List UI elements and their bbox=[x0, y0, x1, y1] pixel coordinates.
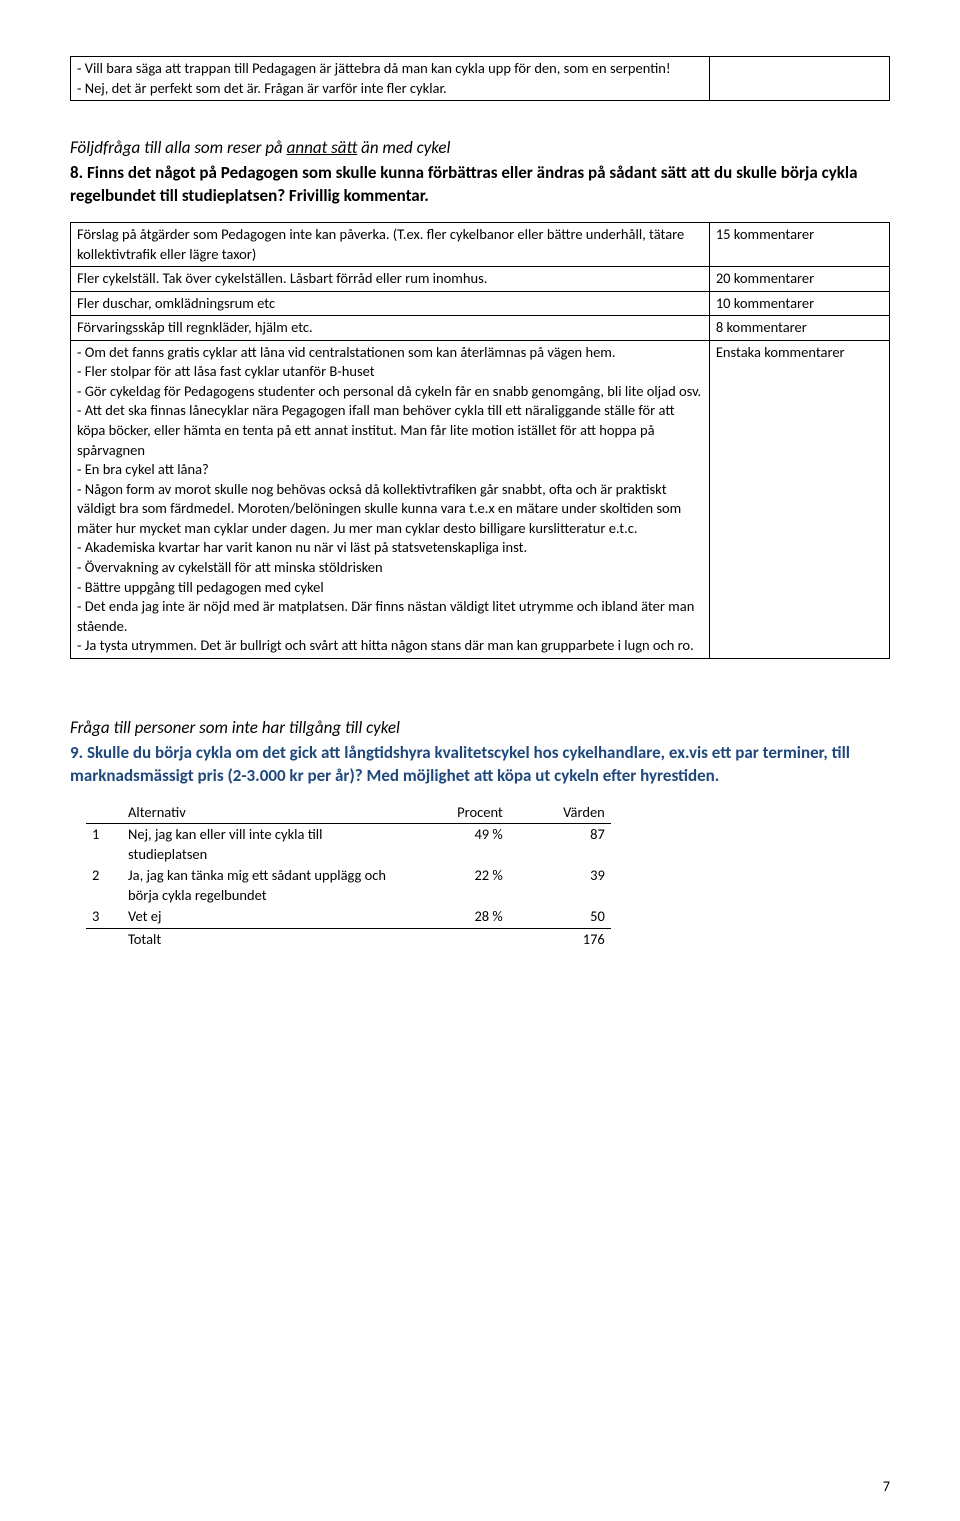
intro-table: - Vill bara säga att trappan till Pedaga… bbox=[70, 56, 890, 101]
q8-row: Förvaringsskåp till regnkläder, hjälm et… bbox=[71, 316, 890, 341]
q9-row-value: 39 bbox=[509, 865, 611, 906]
q8-row: Förslag på åtgärder som Pedagogen inte k… bbox=[71, 222, 890, 266]
q8-row: Fler cykelställ. Tak över cykelställen. … bbox=[71, 267, 890, 292]
q8-row-text: Fler duschar, omklädningsrum etc bbox=[71, 291, 710, 316]
q9-lead: Fråga till personer som inte har tillgån… bbox=[70, 717, 890, 740]
q9-row-percent: 49 % bbox=[407, 824, 509, 866]
q9-row-percent: 28 % bbox=[407, 906, 509, 928]
q8-question: 8. Finns det något på Pedagogen som skul… bbox=[70, 162, 890, 208]
q8-row-count: Enstaka kommentarer bbox=[709, 340, 889, 658]
q8-lead-text: Följdfråga till alla som reser på bbox=[70, 137, 283, 158]
q8-row-count: 8 kommentarer bbox=[709, 316, 889, 341]
q8-row: - Om det fanns gratis cyklar att låna vi… bbox=[71, 340, 890, 658]
intro-col1: - Vill bara säga att trappan till Pedaga… bbox=[71, 57, 710, 101]
q9-row-idx: 2 bbox=[86, 865, 122, 906]
q9-hdr-alt: Alternativ bbox=[122, 802, 407, 824]
intro-col2 bbox=[709, 57, 889, 101]
q8-row-count: 15 kommentarer bbox=[709, 222, 889, 266]
q9-row: 3Vet ej28 %50 bbox=[86, 906, 611, 928]
q8-row: Fler duschar, omklädningsrum etc10 komme… bbox=[71, 291, 890, 316]
q9-total-row: Totalt 176 bbox=[86, 928, 611, 950]
q8-row-count: 10 kommentarer bbox=[709, 291, 889, 316]
q8-row-text: Förslag på åtgärder som Pedagogen inte k… bbox=[71, 222, 710, 266]
q8-row-text: Fler cykelställ. Tak över cykelställen. … bbox=[71, 267, 710, 292]
q9-row-idx: 3 bbox=[86, 906, 122, 928]
q9-hdr-pc: Procent bbox=[407, 802, 509, 824]
q8-lead-underline: annat sätt bbox=[287, 137, 358, 158]
q9-row-value: 50 bbox=[509, 906, 611, 928]
q9-question: 9. Skulle du börja cykla om det gick att… bbox=[70, 742, 890, 788]
q9-results-table: Alternativ Procent Värden 1Nej, jag kan … bbox=[86, 802, 611, 951]
q8-row-count: 20 kommentarer bbox=[709, 267, 889, 292]
q8-row-text: - Om det fanns gratis cyklar att låna vi… bbox=[71, 340, 710, 658]
q9-row-percent: 22 % bbox=[407, 865, 509, 906]
q9-header-row: Alternativ Procent Värden bbox=[86, 802, 611, 824]
q9-row: 2Ja, jag kan tänka mig ett sådant uppläg… bbox=[86, 865, 611, 906]
q9-row: 1Nej, jag kan eller vill inte cykla till… bbox=[86, 824, 611, 866]
q8-lead-tail: än med cykel bbox=[357, 137, 450, 158]
q9-total-lbl: Totalt bbox=[122, 928, 407, 950]
q8-table: Förslag på åtgärder som Pedagogen inte k… bbox=[70, 222, 890, 659]
q9-row-label: Nej, jag kan eller vill inte cykla till … bbox=[122, 824, 407, 866]
q9-row-value: 87 bbox=[509, 824, 611, 866]
q8-lead: Följdfråga till alla som reser på annat … bbox=[70, 137, 890, 160]
q9-row-label: Vet ej bbox=[122, 906, 407, 928]
page-number: 7 bbox=[883, 1478, 890, 1497]
q9-total-va: 176 bbox=[509, 928, 611, 950]
q9-row-label: Ja, jag kan tänka mig ett sådant upplägg… bbox=[122, 865, 407, 906]
q9-hdr-va: Värden bbox=[509, 802, 611, 824]
q9-row-idx: 1 bbox=[86, 824, 122, 866]
q8-row-text: Förvaringsskåp till regnkläder, hjälm et… bbox=[71, 316, 710, 341]
